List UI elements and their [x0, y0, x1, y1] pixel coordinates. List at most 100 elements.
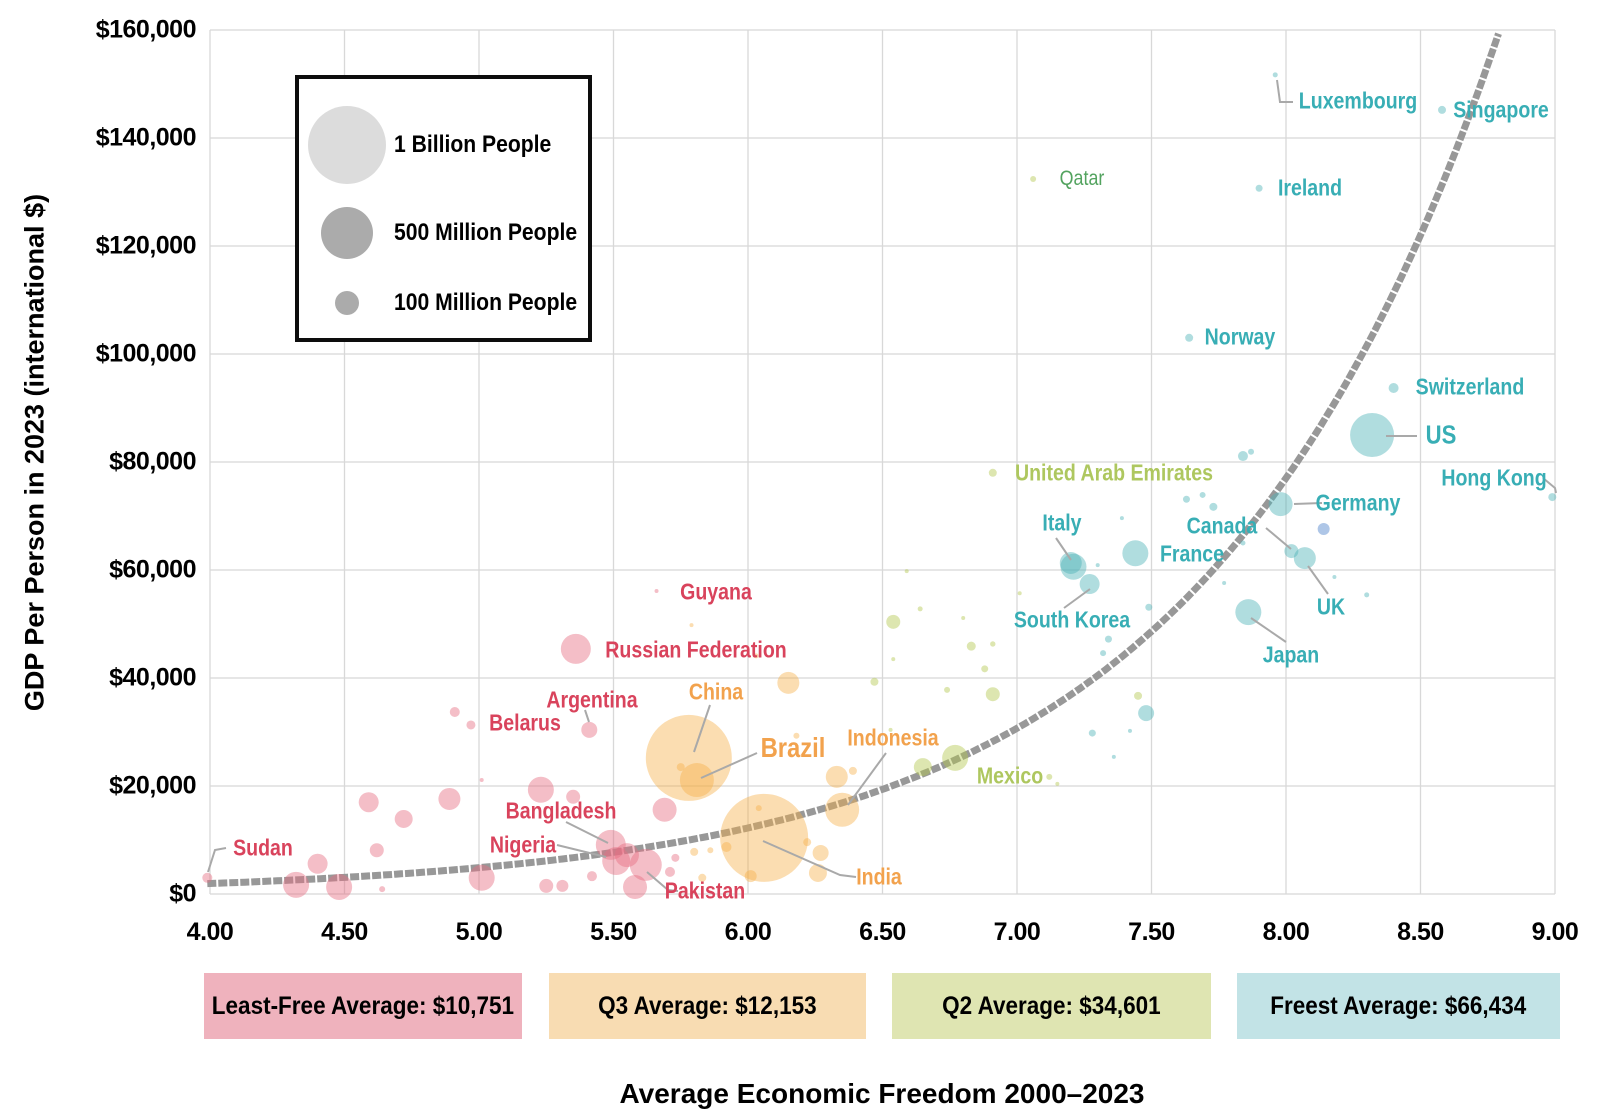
- bubble-unlabeled[interactable]: [1222, 580, 1227, 585]
- bubble-unlabeled[interactable]: [812, 844, 829, 861]
- bubble-unlabeled[interactable]: [307, 853, 328, 874]
- bubble-unlabeled[interactable]: [870, 677, 879, 686]
- bubble-unlabeled[interactable]: [1017, 591, 1022, 596]
- bubble-uk[interactable]: [1293, 547, 1316, 570]
- bubble-unlabeled[interactable]: [556, 879, 569, 892]
- bubble-russian-federation[interactable]: [560, 633, 591, 664]
- bubble-unlabeled[interactable]: [1046, 773, 1053, 780]
- bubble-unlabeled[interactable]: [1119, 516, 1124, 521]
- bubble-unlabeled[interactable]: [1145, 603, 1153, 611]
- bubble-unlabeled[interactable]: [961, 616, 966, 621]
- bubble-unlabeled[interactable]: [888, 727, 893, 732]
- bubble-unlabeled[interactable]: [438, 787, 461, 810]
- bubble-switzerland[interactable]: [1388, 383, 1399, 394]
- bubble-india[interactable]: [720, 793, 809, 882]
- bubble-unlabeled[interactable]: [652, 797, 677, 822]
- bubble-unlabeled[interactable]: [793, 732, 800, 739]
- bubble-unlabeled[interactable]: [449, 707, 460, 718]
- bubble-unlabeled[interactable]: [981, 665, 989, 673]
- bubble-unlabeled[interactable]: [1127, 728, 1132, 733]
- bubble-unlabeled[interactable]: [671, 853, 680, 862]
- bubble-unlabeled[interactable]: [777, 671, 800, 694]
- bubble-belarus[interactable]: [466, 720, 476, 730]
- bubble-unlabeled[interactable]: [917, 606, 923, 612]
- bubble-unlabeled[interactable]: [1248, 448, 1255, 455]
- bubble-unlabeled[interactable]: [1182, 495, 1190, 503]
- bubble-germany[interactable]: [1268, 492, 1293, 517]
- bubble-bangladesh[interactable]: [595, 829, 626, 860]
- bubble-unlabeled[interactable]: [825, 765, 848, 788]
- bubble-unlabeled[interactable]: [1134, 691, 1143, 700]
- bubble-unlabeled[interactable]: [1100, 650, 1107, 657]
- bubble-qatar[interactable]: [1030, 176, 1037, 183]
- bubble-pakistan[interactable]: [629, 848, 662, 881]
- bubble-us[interactable]: [1350, 413, 1395, 457]
- bubble-unlabeled[interactable]: [744, 870, 757, 883]
- bubble-unlabeled[interactable]: [1088, 729, 1096, 737]
- bubble-unlabeled[interactable]: [990, 641, 996, 647]
- bubble-unlabeled[interactable]: [985, 687, 1000, 702]
- bubble-unlabeled[interactable]: [1095, 563, 1100, 568]
- bubble-unlabeled[interactable]: [539, 878, 554, 893]
- bubble-guyana[interactable]: [654, 589, 659, 594]
- bubble-unlabeled[interactable]: [904, 569, 909, 574]
- bubble-sudan[interactable]: [202, 872, 213, 883]
- bubble-nigeria[interactable]: [602, 847, 631, 876]
- bubble-norway[interactable]: [1185, 333, 1194, 342]
- bubble-unlabeled[interactable]: [614, 843, 639, 868]
- bubble-unlabeled[interactable]: [358, 792, 379, 813]
- bubble-unlabeled[interactable]: [1317, 522, 1330, 535]
- bubble-unlabeled[interactable]: [803, 838, 812, 847]
- bubble-unlabeled[interactable]: [283, 871, 310, 898]
- bubble-unlabeled[interactable]: [468, 864, 495, 891]
- bubble-brazil[interactable]: [679, 763, 714, 798]
- bubble-unlabeled[interactable]: [808, 863, 827, 882]
- bubble-unlabeled[interactable]: [676, 763, 685, 772]
- bubble-china[interactable]: [645, 714, 732, 801]
- bubble-unlabeled[interactable]: [1364, 592, 1370, 598]
- bubble-unlabeled[interactable]: [913, 758, 932, 777]
- bubble-luxembourg[interactable]: [1272, 72, 1278, 78]
- bubble-unlabeled[interactable]: [690, 847, 699, 856]
- bubble-united-arab-emirates[interactable]: [988, 468, 997, 477]
- bubble-unlabeled[interactable]: [1240, 540, 1246, 546]
- bubble-unlabeled[interactable]: [1055, 781, 1060, 786]
- bubble-unlabeled[interactable]: [1209, 502, 1218, 511]
- bubble-unlabeled[interactable]: [326, 873, 353, 900]
- bubble-unlabeled[interactable]: [479, 778, 484, 783]
- bubble-unlabeled[interactable]: [379, 886, 386, 893]
- bubble-unlabeled[interactable]: [698, 873, 707, 882]
- bubble-unlabeled[interactable]: [1059, 551, 1082, 574]
- bubble-south-korea[interactable]: [1079, 574, 1100, 595]
- bubble-unlabeled[interactable]: [753, 653, 759, 659]
- bubble-hong-kong[interactable]: [1548, 493, 1557, 502]
- bubble-argentina[interactable]: [581, 721, 598, 738]
- bubble-unlabeled[interactable]: [966, 641, 976, 651]
- bubble-unlabeled[interactable]: [944, 686, 951, 693]
- bubble-unlabeled[interactable]: [566, 789, 581, 804]
- bubble-unlabeled[interactable]: [848, 766, 857, 775]
- bubble-unlabeled[interactable]: [664, 866, 675, 877]
- bubble-unlabeled[interactable]: [1199, 491, 1206, 498]
- bubble-japan[interactable]: [1235, 599, 1262, 626]
- bubble-unlabeled[interactable]: [1111, 754, 1116, 759]
- bubble-unlabeled[interactable]: [527, 776, 554, 803]
- bubble-mexico[interactable]: [942, 744, 969, 771]
- bubble-france[interactable]: [1122, 540, 1149, 567]
- bubble-unlabeled[interactable]: [886, 614, 901, 629]
- bubble-unlabeled[interactable]: [1332, 575, 1337, 580]
- bubble-unlabeled[interactable]: [755, 805, 762, 812]
- bubble-italy[interactable]: [1060, 553, 1087, 580]
- bubble-unlabeled[interactable]: [721, 842, 732, 853]
- bubble-unlabeled[interactable]: [891, 657, 896, 662]
- bubble-unlabeled[interactable]: [623, 874, 648, 899]
- bubble-unlabeled[interactable]: [1237, 451, 1248, 462]
- bubble-unlabeled[interactable]: [1138, 705, 1155, 722]
- bubble-unlabeled[interactable]: [1104, 635, 1112, 643]
- bubble-singapore[interactable]: [1438, 105, 1447, 114]
- bubble-unlabeled[interactable]: [586, 871, 597, 882]
- bubble-unlabeled[interactable]: [689, 623, 694, 628]
- bubble-unlabeled[interactable]: [394, 809, 413, 828]
- bubble-unlabeled[interactable]: [707, 847, 714, 854]
- bubble-unlabeled[interactable]: [369, 843, 384, 858]
